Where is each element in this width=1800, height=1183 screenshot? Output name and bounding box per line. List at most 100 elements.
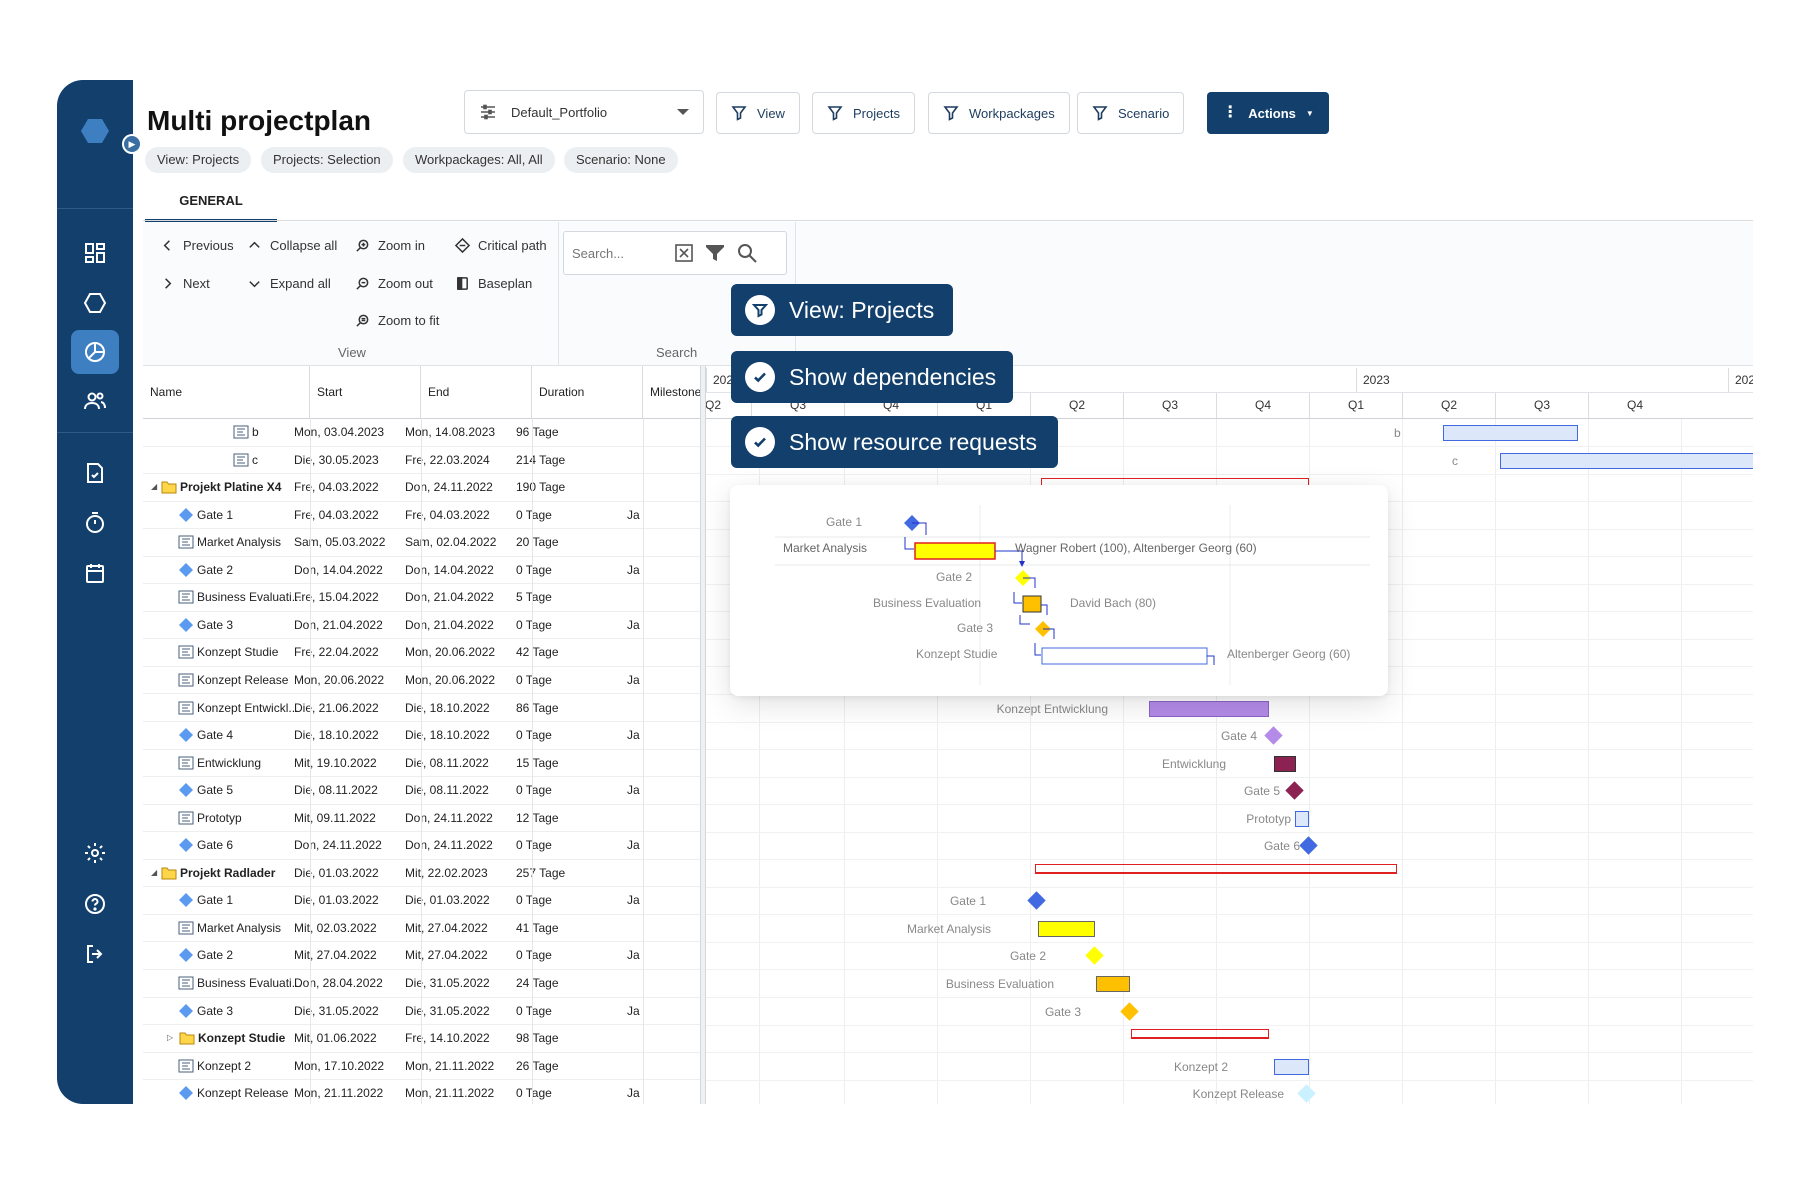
cell-milestone: Ja — [627, 1003, 640, 1018]
collapse-triangle-icon[interactable]: ◢ — [151, 867, 158, 877]
table-row[interactable]: ◢ Projekt Radlader Die, 01.03.2022 Mit, 22.… — [143, 860, 701, 888]
table-row[interactable]: b Mon, 03.04.2023 Mon, 14.08.2023 96 Tage — [143, 419, 701, 447]
table-row[interactable]: Business Evaluati... Fre, 15.04.2022 Don, … — [143, 584, 701, 612]
expand-triangle-icon[interactable]: ▷ — [167, 1033, 174, 1043]
gantt-bar-r-konzept2[interactable] — [1274, 1058, 1309, 1075]
clear-icon[interactable] — [674, 243, 694, 263]
portfolio-select[interactable]: Default_Portfolio — [464, 90, 704, 134]
cell-milestone: Ja — [627, 783, 640, 798]
table-row[interactable]: Konzept Release Mon, 20.06.2022 Mon, 20.06… — [143, 667, 701, 695]
table-row[interactable]: Gate 1 Die, 01.03.2022 Die, 01.03.2022 0 Ta… — [143, 887, 701, 915]
scenario-filter-button[interactable]: Scenario — [1077, 92, 1185, 134]
gantt-bar-prototyp[interactable] — [1295, 810, 1309, 827]
table-row[interactable]: Gate 1 Fre, 04.03.2022 Fre, 04.03.2022 0 Ta… — [143, 502, 701, 530]
view-filter-button[interactable]: View — [716, 92, 800, 134]
gantt-summary-konzept-studie[interactable] — [1131, 1029, 1269, 1039]
chip-projects[interactable]: Projects: Selection — [261, 147, 393, 173]
card-resource-market-analysis: Wagner Robert (100), Altenberger Georg (… — [1015, 541, 1257, 555]
hexagon-icon[interactable] — [79, 287, 111, 319]
critical-path-button[interactable]: Critical path — [455, 238, 547, 253]
gantt-milestone-gate4[interactable] — [1264, 726, 1283, 745]
gantt-milestone-gate5[interactable] — [1285, 781, 1304, 800]
cell-milestone — [627, 419, 677, 446]
gantt-milestone-r-konzept-release[interactable] — [1297, 1084, 1316, 1103]
gantt-bar-r-business[interactable] — [1096, 976, 1130, 992]
dashboard-icon[interactable] — [79, 237, 111, 269]
table-row[interactable]: Gate 5 Die, 08.11.2022 Die, 08.11.2022 0 Ta… — [143, 777, 701, 805]
column-header-start[interactable]: Start — [310, 366, 421, 418]
help-icon[interactable] — [79, 888, 111, 920]
tab-general[interactable]: GENERAL — [145, 190, 277, 222]
header-divider — [143, 418, 701, 419]
page-title: Multi projectplan — [147, 105, 371, 136]
table-row[interactable]: Gate 3 Die, 31.05.2022 Die, 31.05.2022 0 Ta… — [143, 998, 701, 1026]
table-row[interactable]: Konzept Studie Fre, 22.04.2022 Mon, 20.06.… — [143, 639, 701, 667]
gantt-bar-r-market[interactable] — [1038, 920, 1095, 937]
previous-button[interactable]: Previous — [160, 238, 234, 253]
row-divider — [706, 1024, 1753, 1026]
baseplan-button[interactable]: Baseplan — [455, 276, 532, 291]
table-row[interactable]: ▷ Konzept Studie Mit, 01.06.2022 Fre, 14.10… — [143, 1025, 701, 1053]
collapse-all-button[interactable]: Collapse all — [247, 238, 337, 253]
table-row[interactable]: Gate 2 Don, 14.04.2022 Don, 14.04.2022 0 Ta… — [143, 557, 701, 585]
search-icon[interactable] — [736, 242, 758, 264]
table-row[interactable]: c Die, 30.05.2023 Fre, 22.03.2024 214 Tage — [143, 447, 701, 475]
logout-icon[interactable] — [79, 938, 111, 970]
portfolio-chart-icon[interactable] — [71, 330, 119, 374]
zoom-in-button[interactable]: Zoom in — [355, 238, 425, 253]
gantt-milestone-gate6[interactable] — [1299, 836, 1318, 855]
zoom-out-button[interactable]: Zoom out — [355, 276, 433, 291]
pane-splitter[interactable] — [700, 366, 706, 1104]
gantt-summary-radlader[interactable] — [1035, 863, 1397, 873]
settings-gear-icon[interactable] — [79, 837, 111, 869]
table-row[interactable]: Gate 6 Don, 24.11.2022 Don, 24.11.2022 0 Ta… — [143, 832, 701, 860]
table-row[interactable]: Market Analysis Mit, 02.03.2022 Mit, 27.04… — [143, 915, 701, 943]
table-row[interactable]: Gate 2 Mit, 27.04.2022 Mit, 27.04.2022 0 Ta… — [143, 942, 701, 970]
gantt-bar-konzept-entwicklung[interactable] — [1149, 700, 1269, 717]
table-row[interactable]: Konzept 2 Mon, 17.10.2022 Mon, 21.11.2022 2… — [143, 1053, 701, 1081]
timeline-quarter: Q2 — [706, 392, 759, 418]
table-row[interactable]: Entwicklung Mit, 19.10.2022 Die, 08.11.202… — [143, 750, 701, 778]
column-header-name[interactable]: Name — [143, 366, 310, 418]
gantt-milestone-r-gate2[interactable] — [1085, 946, 1104, 966]
column-header-milestone[interactable]: Milestone — [643, 366, 701, 418]
gantt-summary-platine[interactable] — [1041, 478, 1309, 488]
next-button[interactable]: Next — [160, 276, 210, 291]
chip-view[interactable]: View: Projects — [145, 147, 252, 173]
filter-icon[interactable] — [704, 242, 726, 264]
column-header-duration[interactable]: Duration — [532, 366, 643, 418]
gantt-bar-c[interactable] — [1500, 452, 1753, 469]
task-icon — [233, 453, 249, 467]
zoom-to-fit-button[interactable]: Zoom to fit — [355, 313, 439, 328]
document-check-icon[interactable] — [79, 457, 111, 489]
table-row[interactable]: Prototyp Mit, 09.11.2022 Don, 24.11.2022 12… — [143, 805, 701, 833]
table-row[interactable]: Gate 3 Don, 21.04.2022 Don, 21.04.2022 0 Ta… — [143, 612, 701, 640]
sidebar-expand-chevron-icon[interactable]: ▶ — [122, 134, 142, 154]
column-header-end[interactable]: End — [421, 366, 532, 418]
search-input[interactable] — [572, 245, 664, 261]
workpackages-filter-button[interactable]: Workpackages — [928, 92, 1070, 134]
table-row[interactable]: Konzept Entwickl... Die, 21.06.2022 Die, 1… — [143, 695, 701, 722]
timeline-quarter: Q4 — [1216, 392, 1309, 418]
projects-filter-label: Projects — [853, 105, 900, 121]
table-row[interactable]: Konzept Release Mon, 21.11.2022 Mon, 21.11… — [143, 1080, 701, 1104]
gantt-bar-entwicklung[interactable] — [1274, 755, 1296, 772]
table-row[interactable]: Market Analysis Sam, 05.03.2022 Sam, 02.04… — [143, 529, 701, 557]
gantt-bar-b[interactable] — [1443, 425, 1578, 441]
chip-scenario[interactable]: Scenario: None — [564, 147, 678, 173]
users-icon[interactable] — [79, 385, 111, 417]
chip-workpackages[interactable]: Workpackages: All, All — [403, 147, 555, 173]
expand-all-button[interactable]: Expand all — [247, 276, 331, 291]
cell-duration: 5 Tage — [516, 590, 552, 605]
row-divider — [706, 446, 1753, 447]
ribbon-group-divider — [558, 222, 559, 365]
table-row[interactable]: ◢ Projekt Platine X4 Fre, 04.03.2022 Don, 2… — [143, 474, 701, 502]
table-row[interactable]: Gate 4 Die, 18.10.2022 Die, 18.10.2022 0 Ta… — [143, 722, 701, 750]
actions-button[interactable]: ⋮ Actions ▼ — [1207, 92, 1329, 134]
gridline — [937, 418, 938, 1104]
projects-filter-button[interactable]: Projects — [812, 92, 915, 134]
collapse-triangle-icon[interactable]: ◢ — [151, 482, 158, 492]
calendar-icon[interactable] — [79, 557, 111, 589]
timer-icon[interactable] — [79, 507, 111, 539]
table-row[interactable]: Business Evaluati... Don, 28.04.2022 Die, … — [143, 970, 701, 998]
